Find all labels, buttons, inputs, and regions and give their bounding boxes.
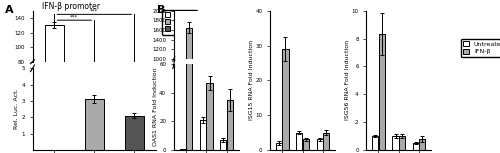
Text: ***: *** <box>90 9 98 14</box>
Text: B: B <box>158 5 166 15</box>
Legend: Mock, SFTSV, GTV: Mock, SFTSV, GTV <box>162 10 197 35</box>
Bar <box>200 120 206 150</box>
Bar <box>186 28 192 107</box>
Text: A: A <box>5 5 14 15</box>
Bar <box>302 140 309 150</box>
Bar <box>316 140 322 150</box>
Bar <box>412 143 419 150</box>
Legend: Untreated, IFN-β: Untreated, IFN-β <box>461 39 500 57</box>
Bar <box>378 34 385 150</box>
Bar <box>419 139 426 150</box>
Bar <box>323 132 329 150</box>
Y-axis label: ISG15 RNA Fold Induction: ISG15 RNA Fold Induction <box>249 40 254 120</box>
Bar <box>399 136 405 150</box>
Bar <box>227 100 233 150</box>
Bar <box>84 99 104 150</box>
Y-axis label: ISG56 RNA Fold Induction: ISG56 RNA Fold Induction <box>346 40 350 120</box>
Bar <box>206 105 212 107</box>
Bar <box>200 106 206 107</box>
Bar <box>372 136 378 150</box>
Bar <box>180 149 186 150</box>
Bar <box>220 140 226 150</box>
Bar <box>45 25 64 120</box>
Bar <box>296 132 302 150</box>
Bar <box>392 136 398 150</box>
Bar <box>282 49 288 150</box>
Text: ***: *** <box>70 14 78 19</box>
Bar <box>186 0 192 150</box>
Y-axis label: OAS1 RNA Fold Induction: OAS1 RNA Fold Induction <box>153 68 158 146</box>
Bar <box>276 143 282 150</box>
Bar <box>124 116 144 150</box>
Text: IFN-β promoter: IFN-β promoter <box>42 2 100 11</box>
Y-axis label: Rel. Luc. Act.: Rel. Luc. Act. <box>14 89 18 129</box>
Bar <box>206 83 212 150</box>
Bar <box>227 105 233 107</box>
